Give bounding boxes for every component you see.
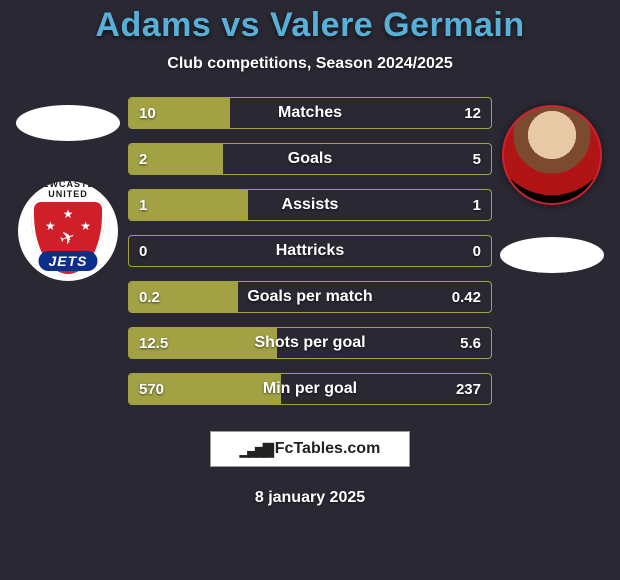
left-column: NEWCASTLE UNITED ★ ★ ★ ✈ JETS <box>8 97 128 281</box>
player2-avatar <box>502 105 602 205</box>
stat-row: 11Assists <box>128 189 492 221</box>
player1-avatar-placeholder <box>16 105 120 141</box>
stat-row: 1012Matches <box>128 97 492 129</box>
stat-row: 0.20.42Goals per match <box>128 281 492 313</box>
stat-label: Matches <box>129 98 491 128</box>
brand-text: FcTables.com <box>275 440 381 458</box>
stat-row: 12.55.6Shots per goal <box>128 327 492 359</box>
subtitle: Club competitions, Season 2024/2025 <box>0 55 620 73</box>
jets-label: JETS <box>38 251 97 271</box>
stat-label: Shots per goal <box>129 328 491 358</box>
stat-row: 570237Min per goal <box>128 373 492 405</box>
title-player2: Valere Germain <box>270 6 525 44</box>
bar-chart-icon: ▁▃▅▇ <box>240 441 271 458</box>
title-player1: Adams <box>95 6 211 44</box>
stats-bars: 1012Matches 25Goals 11Assists 00Hattricks 0.… <box>128 97 492 405</box>
stat-label: Assists <box>129 190 491 220</box>
jets-logo: NEWCASTLE UNITED ★ ★ ★ ✈ JETS <box>26 181 110 281</box>
stat-label: Goals per match <box>129 282 491 312</box>
footer-date: 8 january 2025 <box>0 489 620 507</box>
brand-box[interactable]: ▁▃▅▇ FcTables.com <box>210 431 410 467</box>
star-icon: ★ <box>80 219 91 233</box>
star-icon: ★ <box>45 219 56 233</box>
right-column <box>492 97 612 273</box>
page-title: Adams vs Valere Germain <box>0 0 620 45</box>
jets-shield: ★ ★ ★ ✈ JETS <box>31 199 105 277</box>
stat-row: 00Hattricks <box>128 235 492 267</box>
stat-label: Goals <box>129 144 491 174</box>
stat-label: Hattricks <box>129 236 491 266</box>
stat-row: 25Goals <box>128 143 492 175</box>
stat-label: Min per goal <box>129 374 491 404</box>
title-vs: vs <box>221 6 260 44</box>
player1-club-badge: NEWCASTLE UNITED ★ ★ ★ ✈ JETS <box>18 181 118 281</box>
star-icon: ★ <box>63 207 74 221</box>
player2-club-badge-placeholder <box>500 237 604 273</box>
comparison-area: NEWCASTLE UNITED ★ ★ ★ ✈ JETS 1012Matche… <box>0 97 620 405</box>
plane-icon: ✈ <box>57 226 78 251</box>
